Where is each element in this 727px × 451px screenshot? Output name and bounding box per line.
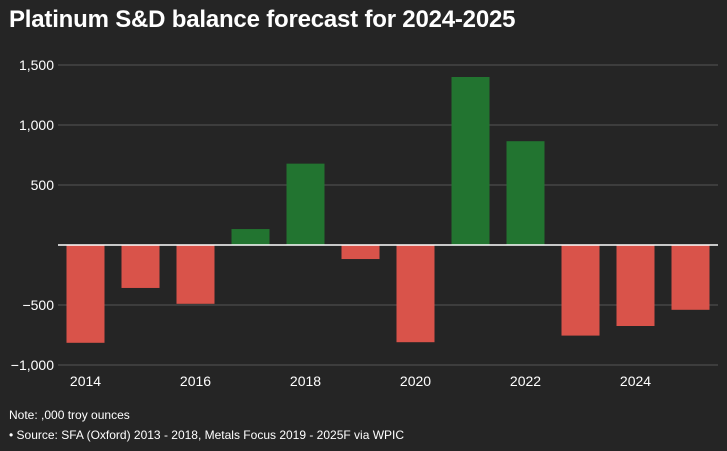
bar-2022 [506,141,545,245]
bar-2025 [671,245,710,310]
y-tick-label: 1,000 [19,117,54,133]
source-note: • Source: SFA (Oxford) 2013 - 2018, Meta… [9,428,405,442]
y-tick-label: 500 [31,177,55,193]
chart-title: Platinum S&D balance forecast for 2024-2… [9,6,516,33]
bar-2024 [616,245,655,326]
unit-note: Note: ,000 troy ounces [9,408,130,422]
bar-2023 [561,245,600,336]
bar-chart: 1,500 1,000 500 −500 −1,000 2014 2016 2018 2020 2… [11,57,718,389]
x-tick-label: 2018 [290,373,321,389]
y-tick-label: −500 [22,297,54,313]
y-tick-label: 1,500 [19,57,54,73]
y-tick-label: −1,000 [11,357,54,373]
x-tick-label: 2014 [70,373,101,389]
bar-2020 [396,245,435,343]
x-tick-label: 2016 [180,373,211,389]
bar-2016 [176,245,215,304]
bar-2017 [231,229,270,245]
x-tick-label: 2020 [400,373,431,389]
bar-2014 [66,245,105,343]
x-tick-label: 2022 [510,373,541,389]
bar-2018 [286,163,325,245]
bar-2019 [341,245,380,260]
bar-2015 [121,245,160,288]
x-tick-label: 2024 [620,373,651,389]
bar-2021 [451,77,490,245]
